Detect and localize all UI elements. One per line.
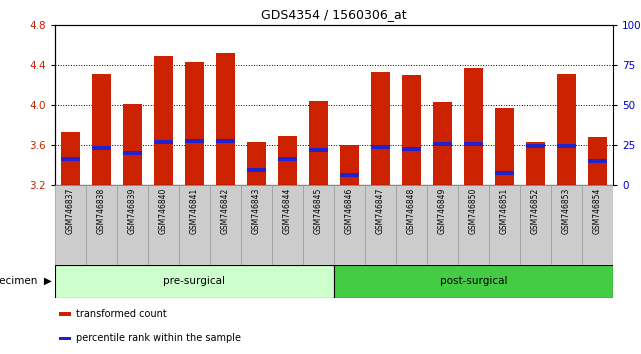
- Bar: [123, 104, 142, 185]
- Text: GSM746851: GSM746851: [500, 187, 509, 234]
- Bar: [247, 168, 266, 172]
- Bar: [309, 101, 328, 185]
- Bar: [86, 185, 117, 265]
- Bar: [433, 102, 452, 185]
- Bar: [185, 62, 204, 185]
- Bar: [59, 337, 71, 340]
- Bar: [154, 140, 173, 144]
- Bar: [216, 139, 235, 143]
- Bar: [495, 108, 514, 185]
- Bar: [557, 74, 576, 185]
- Bar: [55, 265, 334, 298]
- Bar: [588, 137, 607, 185]
- Text: GSM746837: GSM746837: [66, 187, 75, 234]
- Text: GSM746854: GSM746854: [593, 187, 602, 234]
- Bar: [433, 142, 452, 146]
- Text: specimen  ▶: specimen ▶: [0, 276, 52, 286]
- Text: GSM746839: GSM746839: [128, 187, 137, 234]
- Bar: [464, 142, 483, 146]
- Bar: [582, 185, 613, 265]
- Bar: [495, 171, 514, 175]
- Bar: [241, 185, 272, 265]
- Text: GSM746849: GSM746849: [438, 187, 447, 234]
- Text: GSM746841: GSM746841: [190, 187, 199, 234]
- Bar: [179, 185, 210, 265]
- Text: GDS4354 / 1560306_at: GDS4354 / 1560306_at: [261, 8, 407, 22]
- Bar: [61, 132, 79, 185]
- Bar: [154, 56, 173, 185]
- Text: GSM746848: GSM746848: [407, 187, 416, 234]
- Bar: [458, 185, 489, 265]
- Bar: [247, 142, 266, 185]
- Text: GSM746842: GSM746842: [221, 187, 230, 234]
- Bar: [526, 142, 545, 185]
- Bar: [309, 148, 328, 152]
- Text: post-surgical: post-surgical: [440, 276, 507, 286]
- Bar: [61, 157, 79, 161]
- Bar: [148, 185, 179, 265]
- Bar: [334, 265, 613, 298]
- Text: GSM746846: GSM746846: [345, 187, 354, 234]
- Bar: [216, 53, 235, 185]
- Bar: [303, 185, 334, 265]
- Bar: [464, 68, 483, 185]
- Bar: [92, 146, 111, 150]
- Bar: [210, 185, 241, 265]
- Bar: [59, 312, 71, 315]
- Bar: [55, 185, 86, 265]
- Bar: [272, 185, 303, 265]
- Text: GSM746843: GSM746843: [252, 187, 261, 234]
- Text: transformed count: transformed count: [76, 309, 167, 319]
- Bar: [340, 173, 359, 177]
- Bar: [402, 75, 420, 185]
- Bar: [278, 136, 297, 185]
- Bar: [526, 144, 545, 148]
- Text: GSM746852: GSM746852: [531, 187, 540, 234]
- Bar: [396, 185, 427, 265]
- Bar: [117, 185, 148, 265]
- Text: GSM746847: GSM746847: [376, 187, 385, 234]
- Bar: [489, 185, 520, 265]
- Text: pre-surgical: pre-surgical: [163, 276, 226, 286]
- Text: GSM746853: GSM746853: [562, 187, 571, 234]
- Bar: [371, 72, 390, 185]
- Bar: [588, 159, 607, 163]
- Bar: [123, 151, 142, 155]
- Bar: [551, 185, 582, 265]
- Text: percentile rank within the sample: percentile rank within the sample: [76, 333, 242, 343]
- Text: GSM746850: GSM746850: [469, 187, 478, 234]
- Text: GSM746838: GSM746838: [97, 187, 106, 234]
- Bar: [371, 145, 390, 149]
- Bar: [427, 185, 458, 265]
- Bar: [557, 144, 576, 148]
- Bar: [185, 139, 204, 143]
- Text: GSM746840: GSM746840: [159, 187, 168, 234]
- Bar: [520, 185, 551, 265]
- Bar: [340, 145, 359, 185]
- Text: GSM746845: GSM746845: [314, 187, 323, 234]
- Bar: [334, 185, 365, 265]
- Bar: [92, 74, 111, 185]
- Text: GSM746844: GSM746844: [283, 187, 292, 234]
- Bar: [278, 157, 297, 161]
- Bar: [365, 185, 396, 265]
- Bar: [402, 147, 420, 151]
